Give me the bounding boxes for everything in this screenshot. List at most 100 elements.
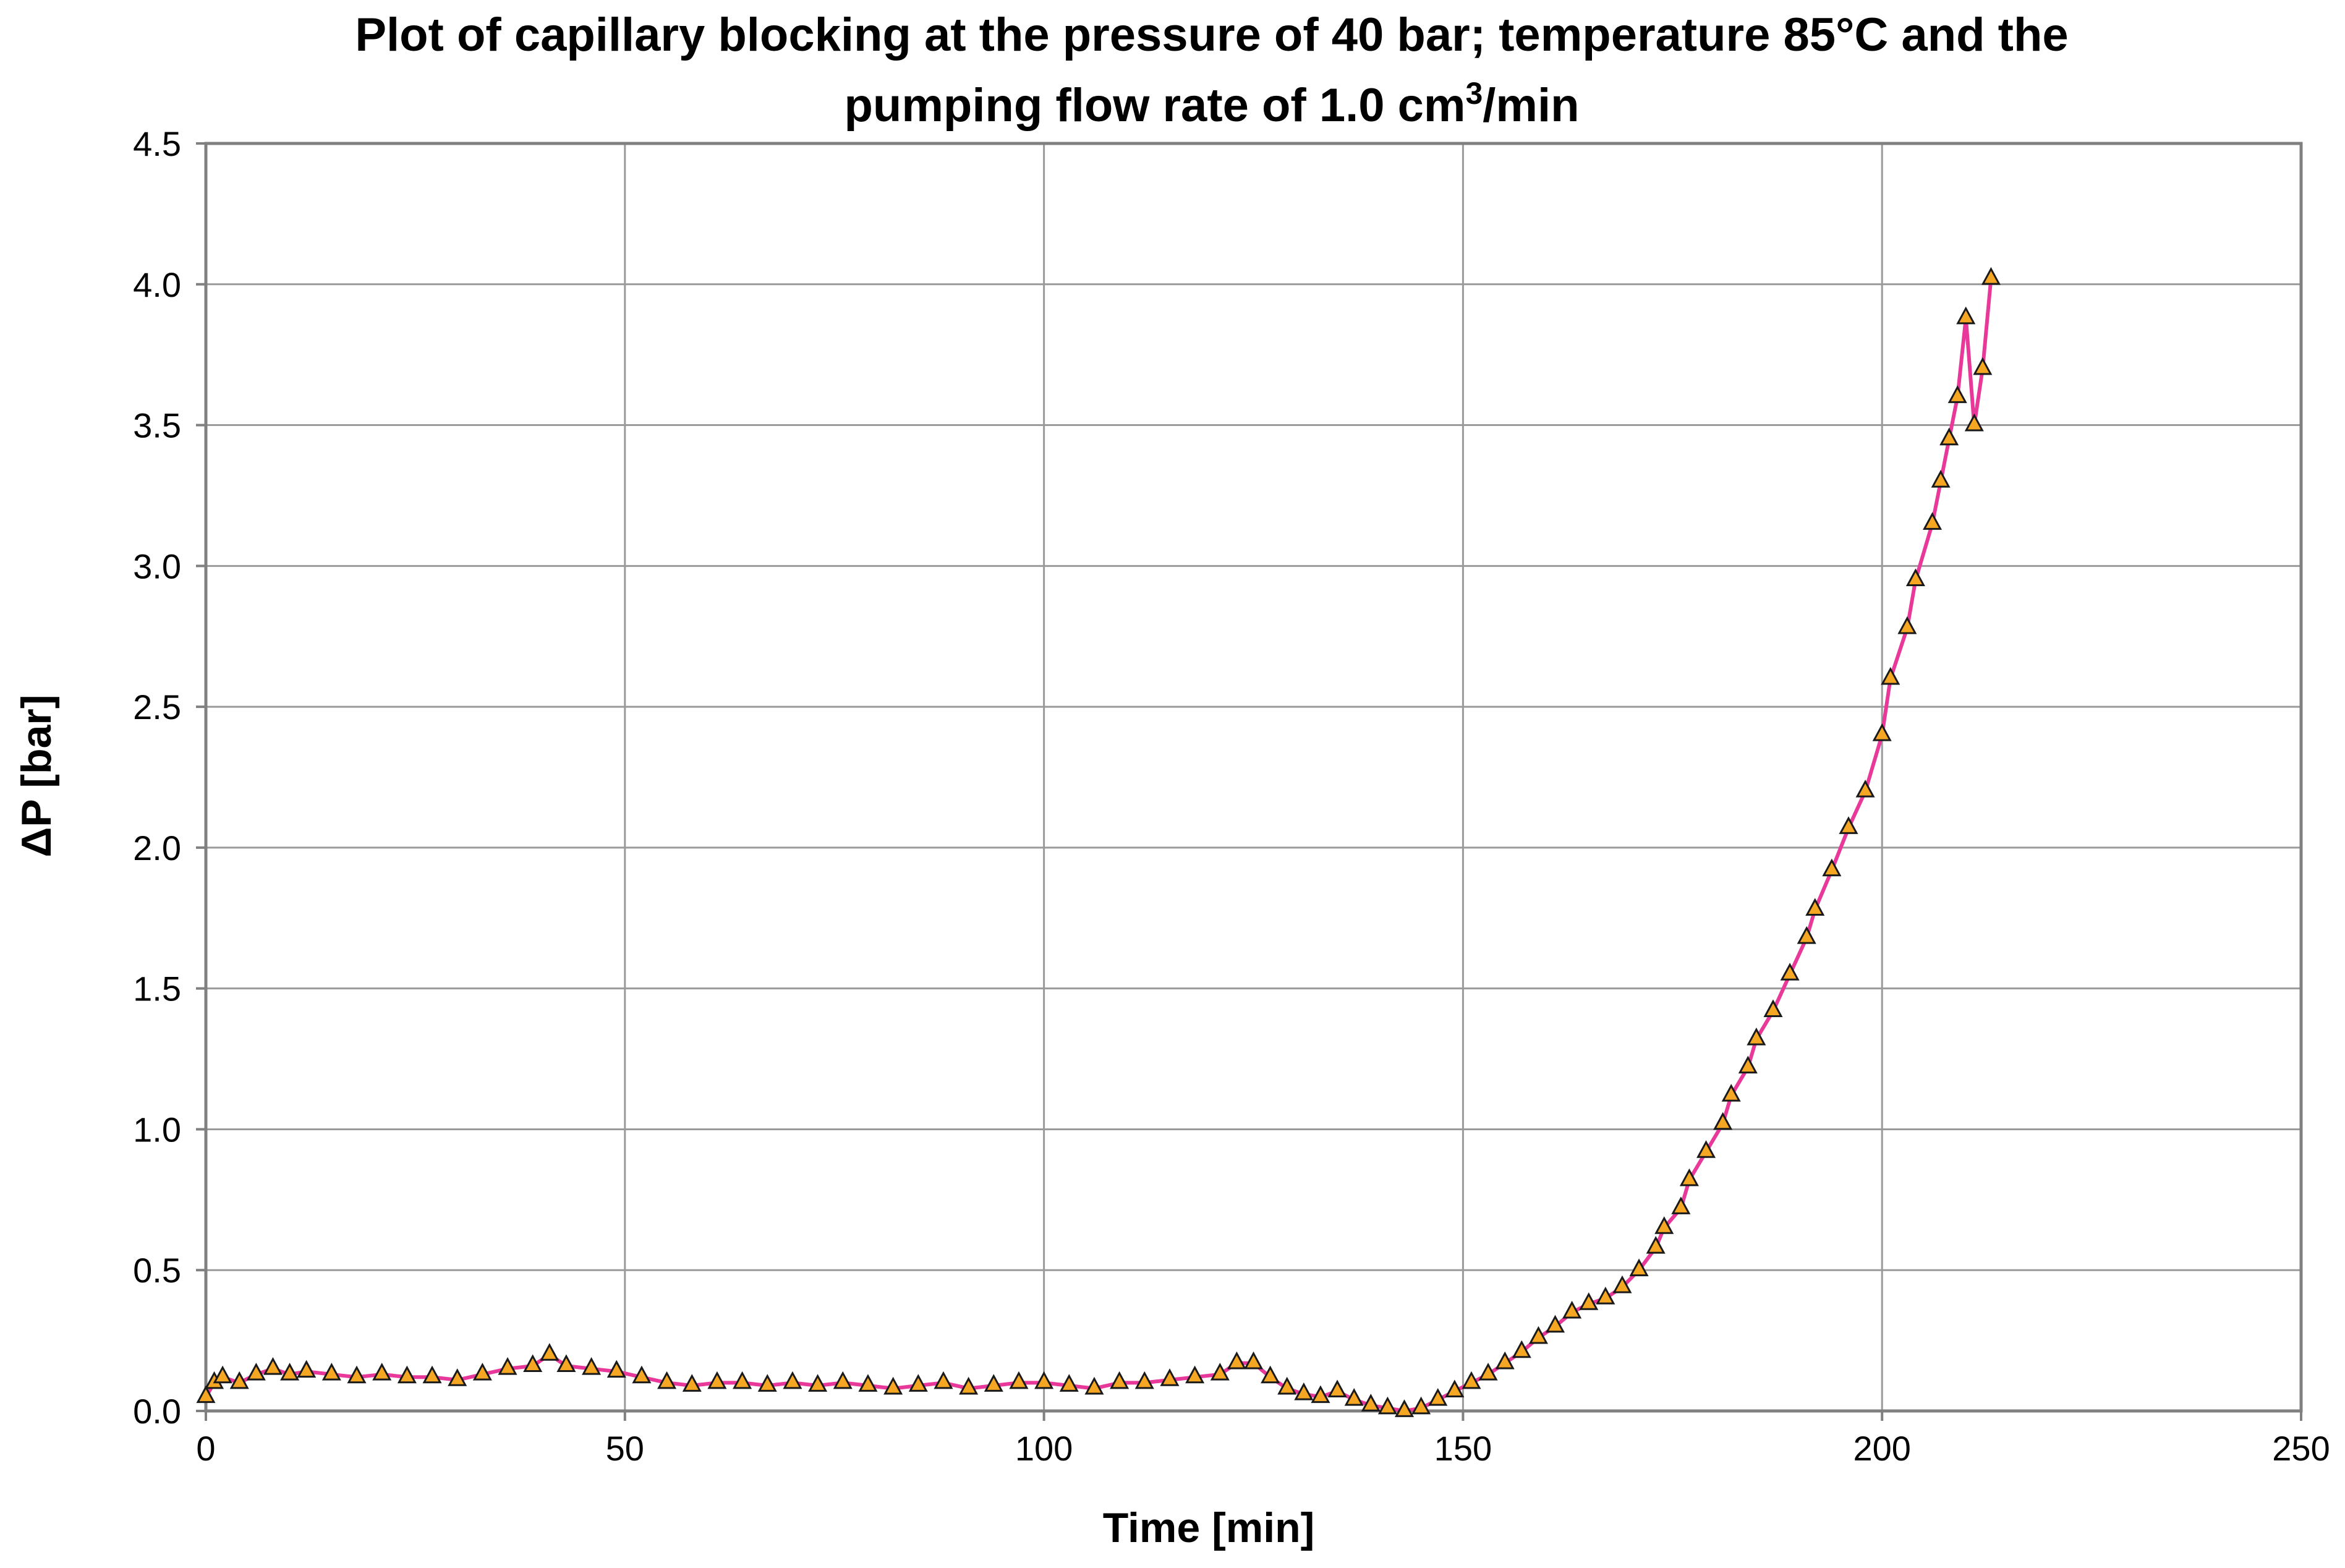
y-tick-label: 2.5 [133,688,181,726]
y-tick-label: 4.0 [133,265,181,304]
data-point-marker [1839,816,1858,834]
data-point-marker [984,1374,1003,1392]
data-point-marker [1956,306,1976,325]
data-point-marker [1747,1027,1766,1046]
y-tick-labels: 0.0 0.5 1.0 1.5 2.0 2.5 3.0 3.5 4.0 4.5 [133,124,181,1431]
data-point-marker [1495,1351,1515,1370]
y-tick-label: 2.0 [133,829,181,867]
data-point-marker [1009,1371,1029,1389]
chart-title-line2-suffix: /min [1483,79,1579,132]
data-point-marker [1973,357,1993,375]
data-point-marker [1923,512,1943,530]
data-point-marker [1981,266,2001,285]
data-point-marker [1897,616,1917,634]
data-point-marker [1294,1382,1314,1400]
data-point-marker [1327,1379,1347,1398]
data-point-marker [757,1374,777,1392]
data-point-marker [1462,1371,1481,1389]
data-point-marker [280,1363,300,1381]
data-point-marker [1797,926,1816,944]
data-point-marker [1562,1300,1582,1319]
data-point-marker [1394,1399,1415,1417]
data-point-marker [347,1365,367,1384]
x-tick-label: 150 [1434,1429,1492,1468]
data-point-marker [808,1374,828,1392]
data-point-marker [1227,1351,1246,1370]
series-markers [196,266,2001,1417]
data-point-marker [1243,1351,1264,1370]
data-point-marker [959,1376,979,1395]
data-point-marker [422,1365,442,1384]
data-point-marker [1545,1314,1565,1333]
data-point-marker [523,1354,543,1373]
data-point-marker [448,1368,467,1386]
data-point-marker [1084,1376,1104,1395]
x-tick-label: 200 [1853,1429,1910,1468]
data-point-marker [1905,568,1925,587]
data-point-marker [1931,469,1951,488]
data-point-marker [213,1365,232,1384]
data-point-marker [1034,1371,1054,1389]
x-tick-label: 100 [1015,1429,1073,1468]
data-point-marker [606,1360,626,1378]
data-point-marker [1822,858,1842,877]
data-point-marker [1445,1379,1465,1398]
data-point-marker [297,1360,317,1378]
data-point-marker [321,1363,341,1381]
data-point-marker [540,1343,560,1361]
data-point-marker [1964,413,1984,432]
data-point-marker [1528,1326,1548,1344]
data-point-marker [1377,1396,1397,1415]
data-point-marker [556,1354,576,1373]
chart-title-line2: pumping flow rate of 1.0 cm3/min [844,76,1579,132]
data-point-marker [682,1374,702,1392]
data-point-marker [1671,1196,1691,1214]
chart-title-line1: Plot of capillary blocking at the pressu… [355,9,2068,61]
y-tick-label: 4.5 [133,124,181,163]
y-tick-label: 1.0 [133,1110,181,1149]
data-point-marker [1478,1363,1498,1381]
y-tick-label: 3.0 [133,547,181,586]
y-tick-label: 3.5 [133,406,181,445]
data-point-marker [1855,780,1875,798]
data-point-marker [1596,1287,1615,1305]
y-tick-label: 0.5 [133,1251,181,1290]
x-tick-labels: 0 50 100 150 200 250 [196,1429,2330,1468]
data-point-marker [1059,1374,1079,1392]
data-point-marker [1629,1258,1649,1277]
data-point-marker [1763,999,1783,1018]
data-point-marker [632,1365,652,1384]
data-point-marker [707,1371,727,1389]
data-point-marker [1947,385,1967,403]
data-point-marker [397,1365,417,1384]
data-point-marker [1646,1236,1666,1254]
data-point-marker [1344,1388,1364,1406]
data-point-marker [1428,1388,1448,1406]
plot-frame [196,142,2303,1421]
data-point-marker [883,1376,903,1395]
data-point-marker [196,1385,216,1404]
data-point-marker [472,1363,492,1381]
data-point-marker [833,1371,853,1389]
data-point-marker [1311,1385,1330,1404]
data-point-marker [1805,898,1825,916]
data-point-marker [1261,1365,1280,1384]
data-point-marker [1512,1340,1531,1358]
x-tick-label: 50 [606,1429,644,1468]
y-tick-label: 0.0 [133,1392,181,1431]
data-point-marker [372,1363,392,1381]
data-point-marker [733,1371,752,1389]
data-point-marker [1721,1084,1741,1102]
data-point-marker [582,1357,602,1375]
data-point-marker [858,1374,878,1392]
data-point-marker [783,1371,802,1389]
chart-title-line2-prefix: pumping flow rate of 1.0 cm [844,79,1465,132]
data-point-marker [1210,1363,1230,1381]
data-point-marker [1679,1168,1699,1187]
data-point-marker [246,1363,266,1381]
data-point-marker [1654,1216,1674,1234]
data-point-marker [1939,427,1959,446]
x-tick-label: 250 [2272,1429,2330,1468]
